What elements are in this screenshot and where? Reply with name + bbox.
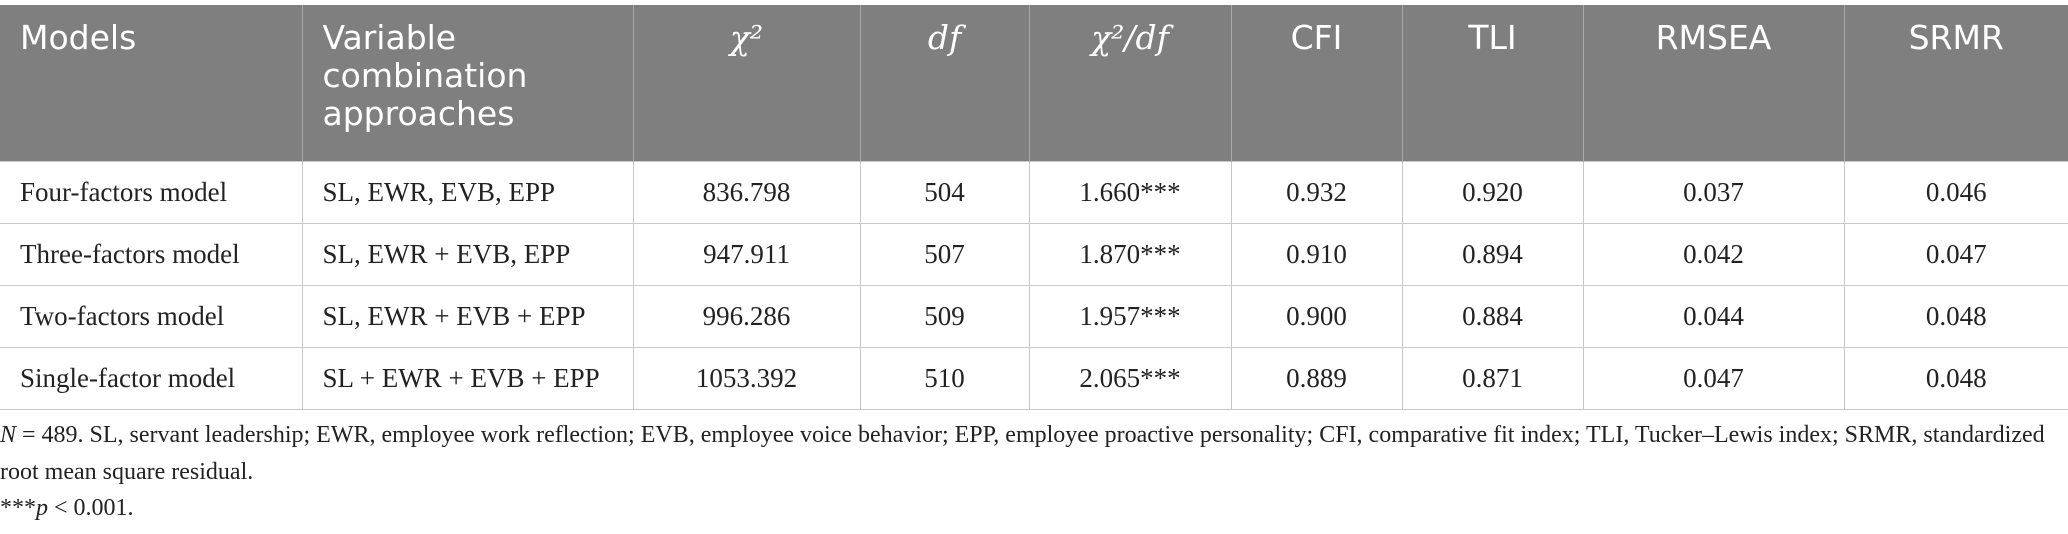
header-cell: SRMR bbox=[1844, 5, 2068, 161]
table-cell: 0.048 bbox=[1843, 284, 2068, 348]
footnote: ***p < 0.001. bbox=[0, 490, 2060, 527]
note-var: N bbox=[0, 422, 17, 448]
table-cell: 0.047 bbox=[1582, 346, 1845, 410]
table-cell: 504 bbox=[859, 160, 1030, 224]
table-cell: 0.037 bbox=[1582, 160, 1845, 224]
table-cell: 0.910 bbox=[1230, 222, 1403, 286]
table-cell: SL, EWR + EVB, EPP bbox=[301, 222, 634, 286]
table-cell: 507 bbox=[859, 222, 1030, 286]
header-cell: df bbox=[860, 5, 1030, 161]
table-cell: 2.065*** bbox=[1028, 346, 1232, 410]
table-cell: 0.048 bbox=[1843, 346, 2068, 410]
header-cell: χ² bbox=[633, 5, 861, 161]
note-text: = 489. SL, servant leadership; EWR, empl… bbox=[0, 422, 2045, 485]
header-row: Models Variable combination approaches χ² d… bbox=[0, 5, 2068, 161]
table-cell: 1053.392 bbox=[632, 346, 861, 410]
table-cell: Two-factors model bbox=[0, 284, 303, 348]
header-cell: TLI bbox=[1402, 5, 1584, 161]
table-row: Two-factors model SL, EWR + EVB + EPP 996.… bbox=[0, 284, 2068, 348]
table-cell: 947.911 bbox=[632, 222, 861, 286]
table-cell: 836.798 bbox=[632, 160, 861, 224]
table-row: Single-factor model SL + EWR + EVB + EPP 1… bbox=[0, 346, 2068, 410]
note-prefix: *** bbox=[0, 495, 36, 521]
table-cell: Three-factors model bbox=[0, 222, 303, 286]
table-cell: 1.957*** bbox=[1028, 284, 1232, 348]
table-cell: 0.044 bbox=[1582, 284, 1845, 348]
table-cell: 510 bbox=[859, 346, 1030, 410]
table-cell: 996.286 bbox=[632, 284, 861, 348]
table-cell: 1.870*** bbox=[1028, 222, 1232, 286]
table-cell: 0.047 bbox=[1843, 222, 2068, 286]
table-cell: 0.889 bbox=[1230, 346, 1403, 410]
table-cell: 0.042 bbox=[1582, 222, 1845, 286]
table-cell: SL, EWR, EVB, EPP bbox=[301, 160, 634, 224]
table-cell: SL, EWR + EVB + EPP bbox=[301, 284, 634, 348]
table-body: Four-factors model SL, EWR, EVB, EPP 836.7… bbox=[0, 160, 2068, 410]
table-cell: 0.871 bbox=[1401, 346, 1584, 410]
table-cell: 0.046 bbox=[1843, 160, 2068, 224]
table-cell: 0.894 bbox=[1401, 222, 1584, 286]
table-cell: Single-factor model bbox=[0, 346, 303, 410]
table-cell: 0.932 bbox=[1230, 160, 1403, 224]
table-row: Three-factors model SL, EWR + EVB, EPP 947… bbox=[0, 222, 2068, 286]
table-cell: 0.900 bbox=[1230, 284, 1403, 348]
footnote: N = 489. SL, servant leadership; EWR, em… bbox=[0, 417, 2060, 491]
note-text: < 0.001. bbox=[48, 495, 134, 521]
header-cell: CFI bbox=[1231, 5, 1403, 161]
header-cell: χ²/df bbox=[1029, 5, 1232, 161]
header-cell: Variable combination approaches bbox=[302, 5, 634, 161]
table-cell: 0.920 bbox=[1401, 160, 1584, 224]
table-cell: 509 bbox=[859, 284, 1030, 348]
table-row: Four-factors model SL, EWR, EVB, EPP 836.7… bbox=[0, 160, 2068, 224]
table-cell: 0.884 bbox=[1401, 284, 1584, 348]
note-var: p bbox=[36, 495, 48, 521]
table-cell: SL + EWR + EVB + EPP bbox=[301, 346, 634, 410]
table-cell: Four-factors model bbox=[0, 160, 303, 224]
fit-table: Models Variable combination approaches χ² d… bbox=[0, 5, 2068, 410]
header-cell: RMSEA bbox=[1583, 5, 1845, 161]
header-cell: Models bbox=[0, 5, 303, 161]
table-cell: 1.660*** bbox=[1028, 160, 1232, 224]
